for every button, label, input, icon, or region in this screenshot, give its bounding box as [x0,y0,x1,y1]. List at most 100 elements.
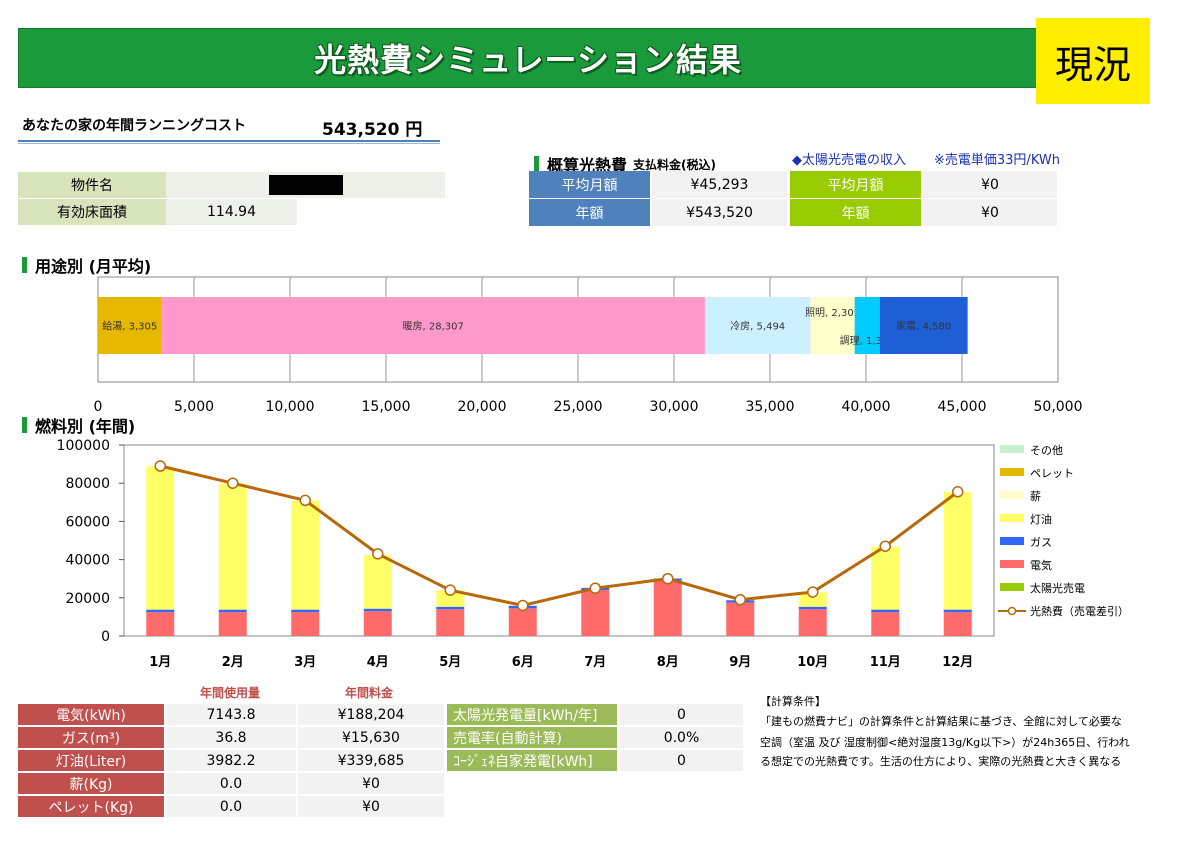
legend-swatch-ペレット [1000,468,1024,476]
section-marker [22,417,27,433]
page-title: 光熱費シミュレーション結果 [314,41,742,79]
conditions-line: る想定での光熱費です。生活の仕方により、実際の光熱費と大きく異なる [760,755,1122,768]
redacted-block [268,175,343,195]
legend-swatch-灯油 [1000,514,1024,522]
x-tick-label: 35,000 [746,399,795,415]
fuel-row-label: ペレット(Kg) [18,796,164,817]
legend-label-薪: 薪 [1030,490,1041,503]
bar-ガス-3月 [291,609,320,613]
fuel-row-cost: ¥339,685 [298,750,444,771]
legend-swatch-薪 [1000,491,1024,499]
solar-monthly-value: ¥0 [923,171,1057,198]
legend-label-電気: 電気 [1030,558,1052,572]
legend-swatch-marker [1007,606,1017,616]
solar-row-value: 0.0% [620,727,743,748]
x-tick-label: 9月 [729,655,751,670]
usage-data-label: 暖房, 28,307 [403,320,464,333]
cost-line [159,464,959,607]
usage-data-label: 照明, 2,305 [805,307,860,319]
legend-label-その他: その他 [1030,444,1063,457]
property-name-value [166,172,445,198]
running-cost-label: あなたの家の年間ランニングコスト [22,118,246,134]
bar-灯油-12月 [943,492,972,610]
y-tick-label: 80000 [65,476,110,492]
legend-swatch-太陽光売電 [1000,583,1024,591]
solar-row-value: 0 [620,704,743,725]
bar-電気-10月 [798,609,827,636]
usage-bar-冷房 [704,297,811,354]
solar-row-value: 0 [620,750,743,771]
solar-row-label: 売電率(自動計算) [447,727,617,748]
bar-灯油-2月 [218,483,247,610]
plot-area [123,444,995,637]
bar-ガス-10月 [798,606,827,610]
x-tick-label: 30,000 [650,399,699,415]
fuel-row-usage: 0.0 [166,773,296,794]
legend-swatch-電気 [1000,560,1024,568]
cost-point-2月 [227,477,239,489]
solar-annual-label: 年額 [790,199,921,226]
x-tick-label: 3月 [294,655,316,670]
y-tick-label: 0 [101,629,110,645]
cost-point-4月 [372,548,384,560]
bar-電気-11月 [871,612,900,636]
fuel-row-cost: ¥0 [298,773,444,794]
x-tick-label: 7月 [584,655,606,670]
bar-灯油-3月 [291,500,320,610]
bar-電気-8月 [653,580,682,636]
running-cost-value: 543,520 円 [322,120,423,140]
solar-monthly-label: 平均月額 [790,171,921,198]
usage-section-heading: 用途別 (月平均) [22,253,151,277]
cost-monthly-label: 平均月額 [529,171,650,198]
legend-label-太陽光売電: 太陽光売電 [1030,581,1085,595]
x-tick-label: 4月 [367,655,389,670]
cost-point-1月 [154,460,166,472]
legend-label-灯油: 灯油 [1030,512,1052,526]
fuel-row-cost: ¥0 [298,796,444,817]
fuel-row-label: 薪(Kg) [18,773,164,794]
usage-bar-照明 [810,297,855,354]
usage-data-label: 冷房, 5,494 [730,320,785,333]
title-banner: 光熱費シミュレーション結果 [18,28,1038,88]
legend-label-ガス: ガス [1030,536,1052,549]
y-tick-label: 20000 [65,591,110,607]
bar-灯油-10月 [798,592,827,607]
bar-ガス-4月 [363,608,392,612]
bar-ガス-1月 [146,609,175,613]
floor-area-value: 114.94 [166,199,297,225]
y-tick-label: 40000 [65,553,110,569]
usage-bar-給湯 [98,297,162,354]
bar-電気-4月 [363,611,392,636]
legend-label-ペレット: ペレット [1030,467,1074,480]
bar-電気-2月 [218,612,247,636]
bar-灯油-11月 [871,546,900,610]
cost-annual-label: 年額 [529,199,650,226]
bar-ガス-11月 [871,609,900,613]
bar-電気-9月 [726,602,755,636]
cost-point-7月 [589,582,601,594]
cost-point-5月 [444,584,456,596]
cost-point-8月 [662,572,674,585]
bar-灯油-1月 [146,466,175,610]
bar-電気-6月 [508,608,537,636]
solar-row-label: 太陽光発電量[kWh/年] [447,704,617,725]
legend-swatch-ガス [1000,537,1024,545]
fuel-row-label: 電気(kWh) [18,704,164,725]
cost-annual-value: ¥543,520 [652,199,787,226]
y-tick-label: 100000 [57,438,110,454]
underline-thin [18,143,440,144]
x-tick-label: 25,000 [554,399,603,415]
x-tick-label: 50,000 [1034,399,1083,415]
fuel-chart: 0 20000 40000 60000 80000 100000 1月 2月 3月 4月 5月 6月 7… [57,438,1129,670]
y-tick-label: 60000 [65,514,110,530]
cost-section-heading: 概算光熱費 支払料金(税込) [534,152,716,176]
fuel-row-usage: 36.8 [166,727,296,748]
bar-電気-1月 [146,612,175,636]
fuel-row-cost: ¥15,630 [298,727,444,748]
usage-bar-調理 [854,297,880,354]
bar-灯油-4月 [363,555,392,609]
legend-label-光熱費（売電差引）: 光熱費（売電差引） [1030,604,1129,618]
solar-section-note: ※売電単価33円/KWh [934,153,1060,168]
x-tick-label: 15,000 [362,399,411,415]
